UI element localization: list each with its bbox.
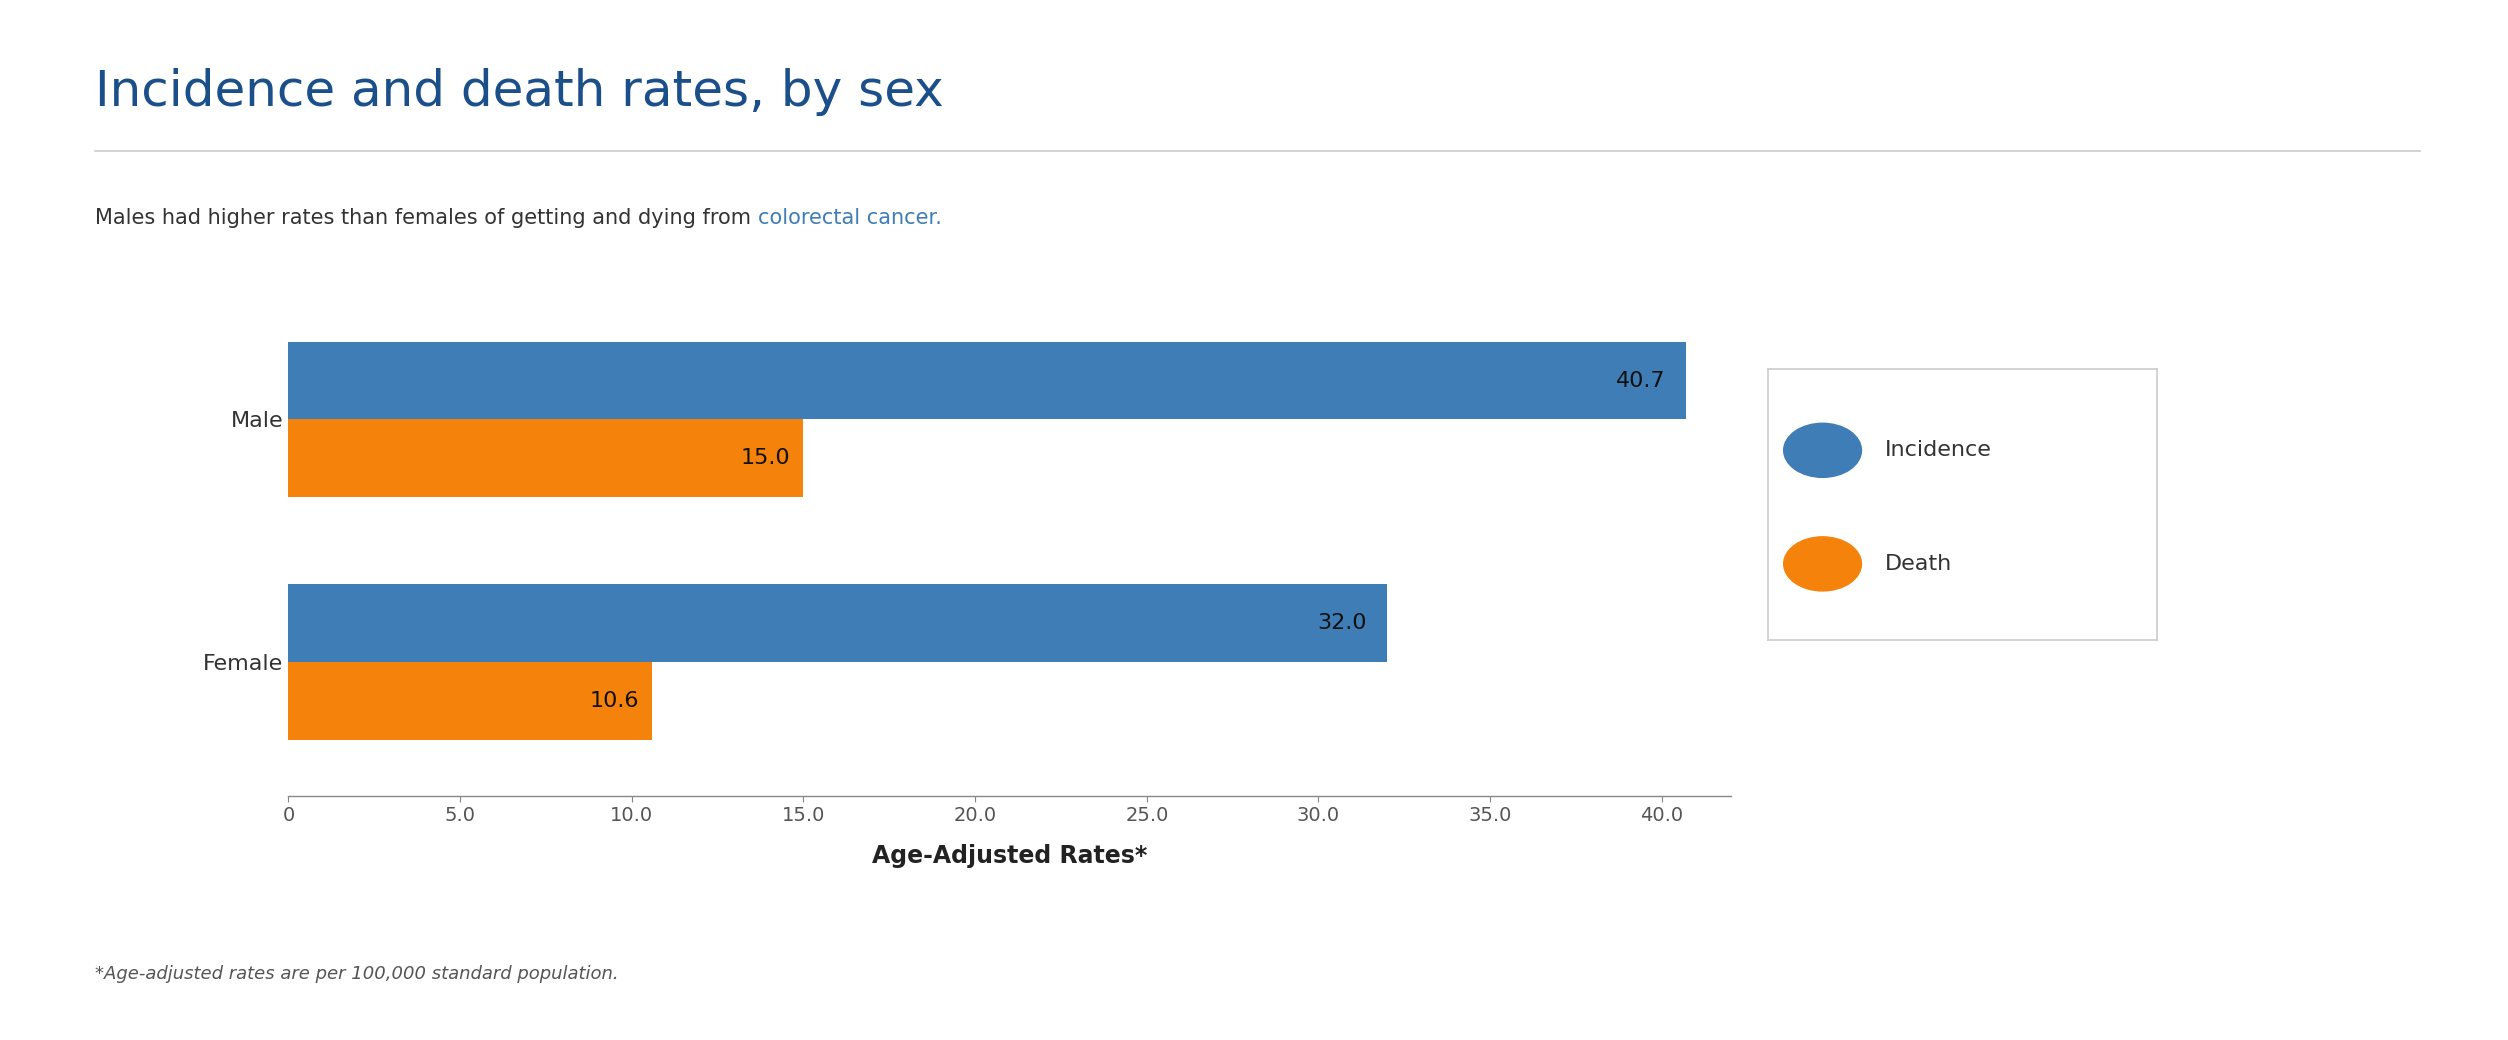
Text: colorectal cancer.: colorectal cancer. (757, 208, 943, 228)
Text: 15.0: 15.0 (740, 448, 790, 468)
Text: 10.6: 10.6 (589, 691, 640, 711)
Bar (288, 419, 803, 497)
Text: Death: Death (1886, 554, 1951, 574)
Text: *Age-adjusted rates are per 100,000 standard population.: *Age-adjusted rates are per 100,000 stan… (95, 965, 619, 983)
Text: Males had higher rates than females of getting and dying from: Males had higher rates than females of g… (95, 208, 757, 228)
Bar (288, 342, 1685, 419)
Text: Incidence: Incidence (1886, 440, 1991, 461)
Bar (288, 662, 652, 739)
Circle shape (1783, 537, 1861, 591)
X-axis label: Age-Adjusted Rates*: Age-Adjusted Rates* (873, 844, 1146, 868)
Circle shape (1783, 423, 1861, 477)
Text: Incidence and death rates, by sex: Incidence and death rates, by sex (95, 68, 943, 115)
Text: 32.0: 32.0 (1317, 614, 1367, 633)
Bar (288, 584, 1387, 662)
Text: 40.7: 40.7 (1615, 370, 1665, 391)
